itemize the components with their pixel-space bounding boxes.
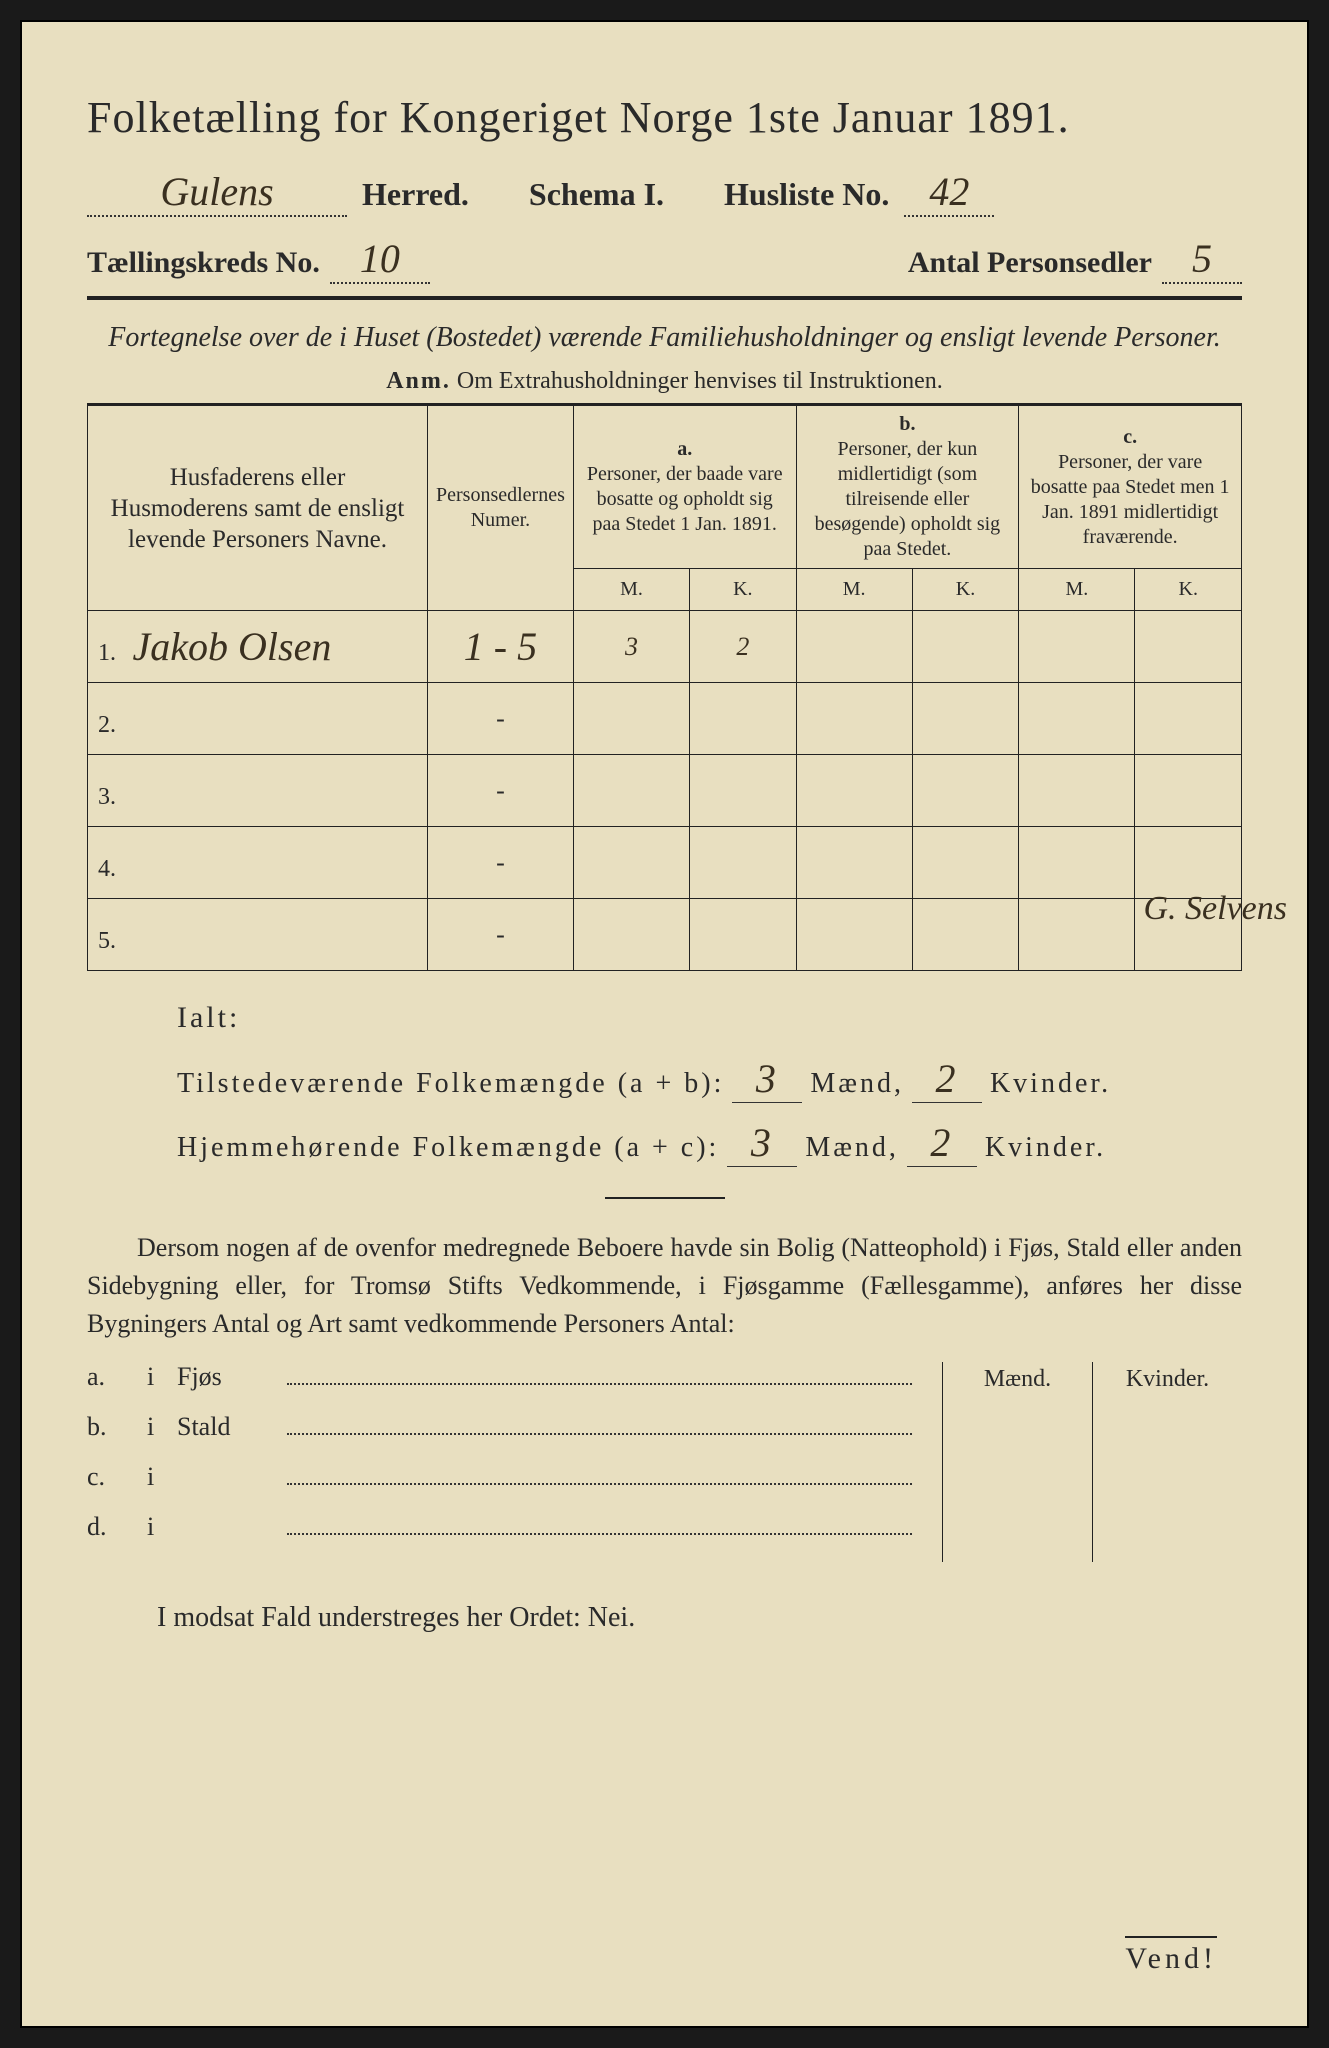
col-a-header: a.Personer, der baade vare bosatte og op… (573, 405, 796, 569)
col-name-header: Husfaderens eller Husmoderens samt de en… (88, 405, 428, 611)
schema-label: Schema I. (529, 176, 664, 213)
building-row: c.i (87, 1462, 912, 1502)
vend-label: Vend! (1125, 1936, 1217, 1976)
annotation-line: Anm. Om Extrahusholdninger henvises til … (87, 368, 1242, 395)
ialt-line-1: Tilstedeværende Folkemængde (a + b): 3 M… (177, 1055, 1242, 1103)
col-a-m: M. (573, 569, 689, 611)
col-a-k: K. (690, 569, 796, 611)
ialt-label: Ialt: (177, 1001, 1242, 1035)
anm-text: Om Extrahusholdninger henvises til Instr… (457, 368, 943, 394)
col-b-header: b.Personer, der kun midlertidigt (som ti… (796, 405, 1019, 569)
buildings-section: a.iFjøs b.iStald c.i d.i Mænd. Kvinder. (87, 1362, 1242, 1562)
table-row: 1. Jakob Olsen1 - 532 (88, 611, 1242, 683)
modsat-line: I modsat Fald understreges her Ordet: Ne… (87, 1602, 1242, 1634)
l1-kvinder: 2 (912, 1055, 982, 1103)
table-row: 3. - (88, 755, 1242, 827)
main-table: Husfaderens eller Husmoderens samt de en… (87, 403, 1242, 971)
ialt-line-2: Hjemmehørende Folkemængde (a + c): 3 Mæn… (177, 1119, 1242, 1167)
building-row: b.iStald (87, 1412, 912, 1452)
building-row: a.iFjøs (87, 1362, 912, 1402)
col-b-m: M. (796, 569, 912, 611)
antal-value: 5 (1162, 235, 1242, 284)
herred-label: Herred. (362, 176, 469, 213)
kreds-label: Tællingskreds No. (87, 246, 320, 280)
col-c-k: K. (1135, 569, 1242, 611)
dersom-paragraph: Dersom nogen af de ovenfor medregnede Be… (87, 1229, 1242, 1342)
col-c-m: M. (1019, 569, 1135, 611)
antal-label: Antal Personsedler (908, 246, 1152, 280)
header-line-1: Gulens Herred. Schema I. Husliste No. 42 (87, 168, 1242, 217)
table-row: 2. - (88, 683, 1242, 755)
side-kvinder: Kvinder. (1093, 1362, 1242, 1562)
margin-note: G. Selvens (1143, 890, 1287, 928)
l1-maend: 3 (732, 1055, 802, 1103)
header-line-2: Tællingskreds No. 10 Antal Personsedler … (87, 235, 1242, 284)
anm-prefix: Anm. (386, 368, 451, 394)
subtitle: Fortegnelse over de i Huset (Bostedet) v… (87, 320, 1242, 356)
herred-value: Gulens (87, 168, 347, 217)
husliste-value: 42 (904, 168, 994, 217)
col-numer-header: Personsedlernes Numer. (428, 405, 574, 611)
census-form-page: Folketælling for Kongeriget Norge 1ste J… (20, 20, 1309, 2028)
kreds-value: 10 (330, 235, 430, 284)
husliste-label: Husliste No. (724, 176, 889, 213)
table-row: 5. - (88, 899, 1242, 971)
col-b-k: K. (912, 569, 1018, 611)
side-maend: Mænd. (943, 1362, 1093, 1562)
building-row: d.i (87, 1512, 912, 1552)
totals-section: Ialt: Tilstedeværende Folkemængde (a + b… (87, 1001, 1242, 1167)
short-divider (605, 1197, 725, 1199)
l2-kvinder: 2 (907, 1119, 977, 1167)
divider (87, 296, 1242, 300)
side-mk-header: Mænd. Kvinder. (942, 1362, 1242, 1562)
l2-maend: 3 (727, 1119, 797, 1167)
table-row: 4. - (88, 827, 1242, 899)
page-title: Folketælling for Kongeriget Norge 1ste J… (87, 92, 1242, 143)
col-c-header: c.Personer, der vare bosatte paa Stedet … (1019, 405, 1242, 569)
